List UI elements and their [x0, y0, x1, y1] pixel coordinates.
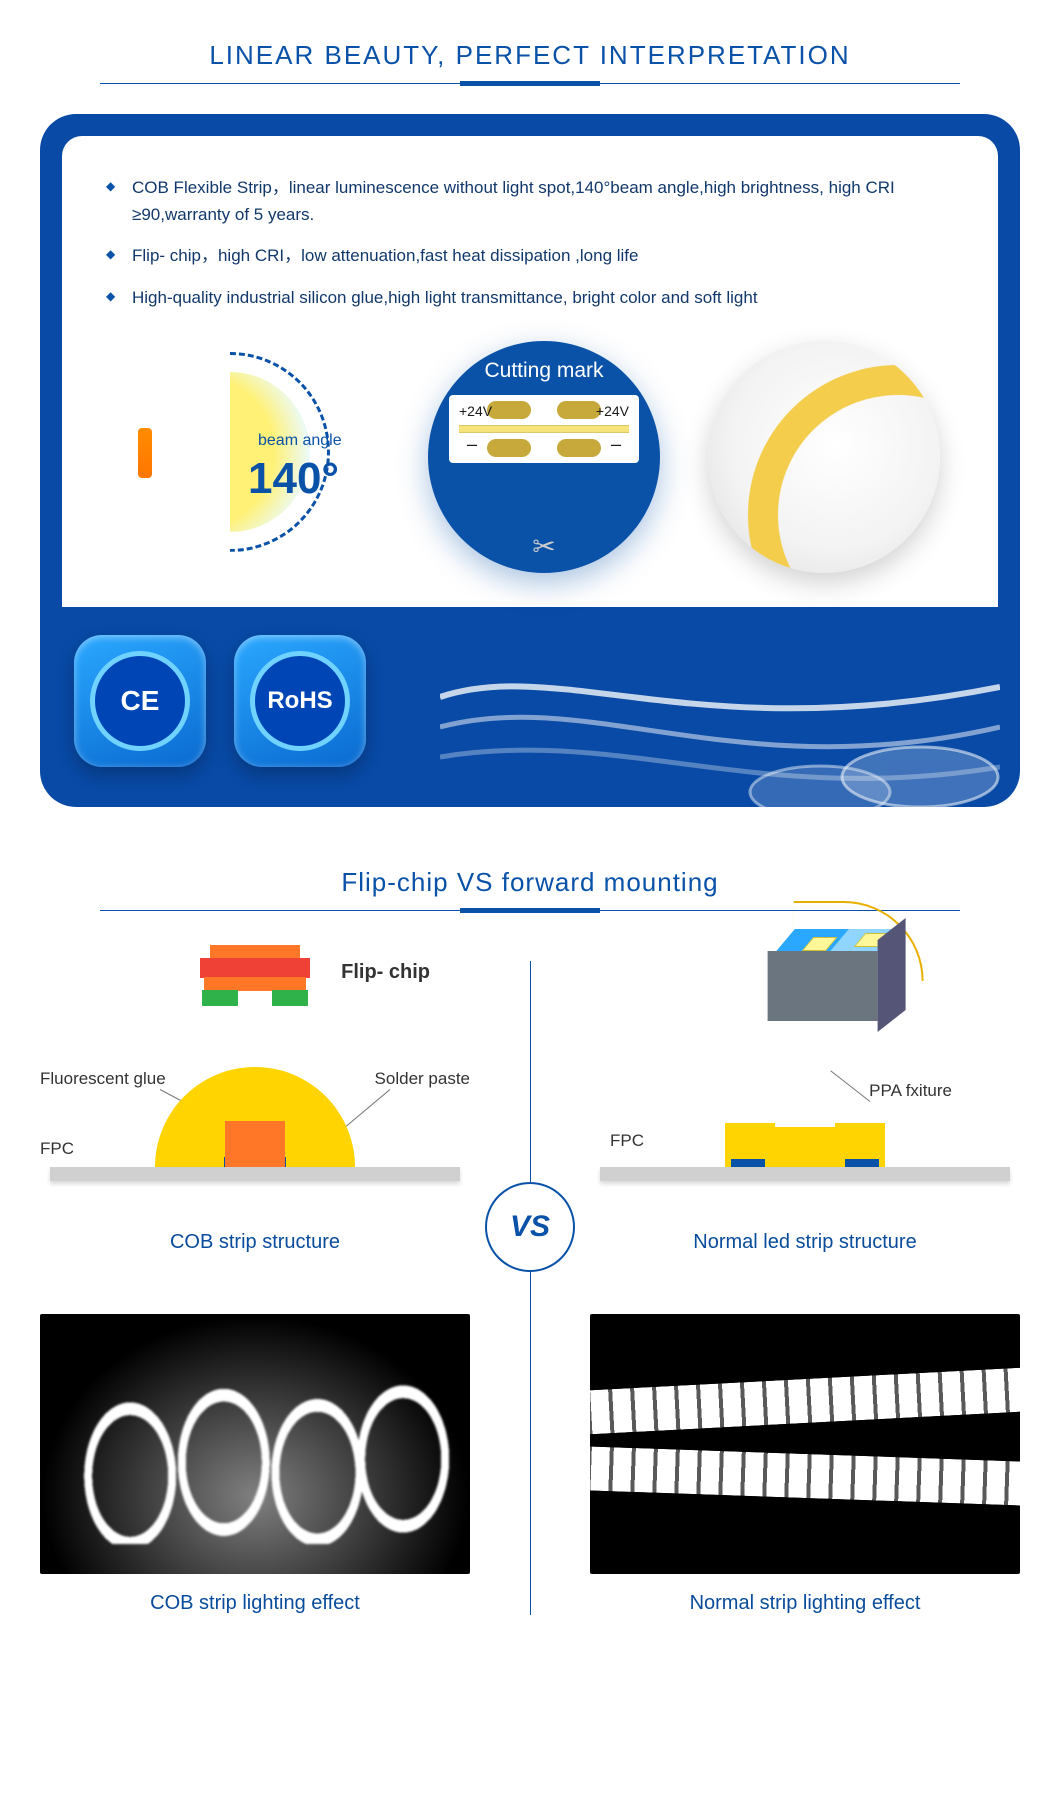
normal-effect-panel: Normal strip lighting effect [590, 1314, 1020, 1615]
rohs-text: RoHS [250, 651, 350, 751]
smd-chip-icon [768, 951, 878, 1021]
fpc-label: FPC [40, 1139, 74, 1159]
cob-photo-caption: COB strip lighting effect [40, 1592, 470, 1615]
bullet-item: COB Flexible Strip，linear luminescence w… [106, 174, 954, 228]
cutting-mark-graphic: Cutting mark +24V +24V – – ✂ [428, 341, 660, 573]
divider [100, 83, 960, 84]
ce-text: CE [90, 651, 190, 751]
cob-effect-photo [40, 1314, 470, 1574]
cut-title: Cutting mark [484, 359, 603, 383]
beam-value: 140° [248, 454, 339, 504]
section2-title: Flip-chip VS forward mounting [40, 867, 1020, 898]
scissor-icon: ✂ [532, 530, 555, 563]
normal-photo-caption: Normal strip lighting effect [590, 1592, 1020, 1615]
led-bracket-graphic [725, 1123, 885, 1167]
beam-label: beam angle [258, 432, 342, 450]
feature-bullets: COB Flexible Strip，linear luminescence w… [106, 174, 954, 311]
minus-label: – [467, 434, 477, 455]
cert-badge-row: CE RoHS [40, 607, 1020, 807]
normal-caption: Normal led strip structure [590, 1231, 1020, 1254]
cob-structure-panel: Flip- chip Fluorescent glue Solder paste… [40, 941, 470, 1254]
vertical-divider [530, 961, 531, 1615]
solder-label: Solder paste [375, 1069, 470, 1089]
normal-effect-photo [590, 1314, 1020, 1574]
product-photo-circle [708, 341, 940, 573]
vs-badge: VS [485, 1182, 575, 1272]
light-trails-graphic [440, 637, 1000, 807]
glue-label: Fluorescent glue [40, 1069, 166, 1089]
bullet-item: Flip- chip，high CRI，low attenuation,fast… [106, 242, 954, 269]
voltage-label: +24V [596, 403, 629, 419]
minus-label: – [611, 434, 621, 455]
beam-angle-graphic: beam angle 140° [120, 342, 380, 572]
flip-chip-label: Flip- chip [341, 961, 430, 984]
fpc-label: FPC [610, 1131, 644, 1151]
feature-card: COB Flexible Strip，linear luminescence w… [40, 114, 1020, 807]
glue-dome-graphic [155, 1067, 355, 1167]
ppa-label: PPA fxiture [869, 1081, 952, 1101]
rohs-badge: RoHS [234, 635, 366, 767]
normal-structure-panel: PPA fxiture FPC Normal led strip structu… [590, 941, 1020, 1254]
cob-caption: COB strip structure [40, 1231, 470, 1254]
cob-effect-panel: COB strip lighting effect [40, 1314, 470, 1615]
flip-chip-icon [210, 945, 300, 1006]
ce-badge: CE [74, 635, 206, 767]
voltage-label: +24V [459, 403, 492, 419]
section2-heading: Flip-chip VS forward mounting [40, 867, 1020, 911]
section1-title: LINEAR BEAUTY, PERFECT INTERPRETATION [40, 40, 1020, 71]
bullet-item: High-quality industrial silicon glue,hig… [106, 284, 954, 311]
section1-heading: LINEAR BEAUTY, PERFECT INTERPRETATION [40, 40, 1020, 84]
